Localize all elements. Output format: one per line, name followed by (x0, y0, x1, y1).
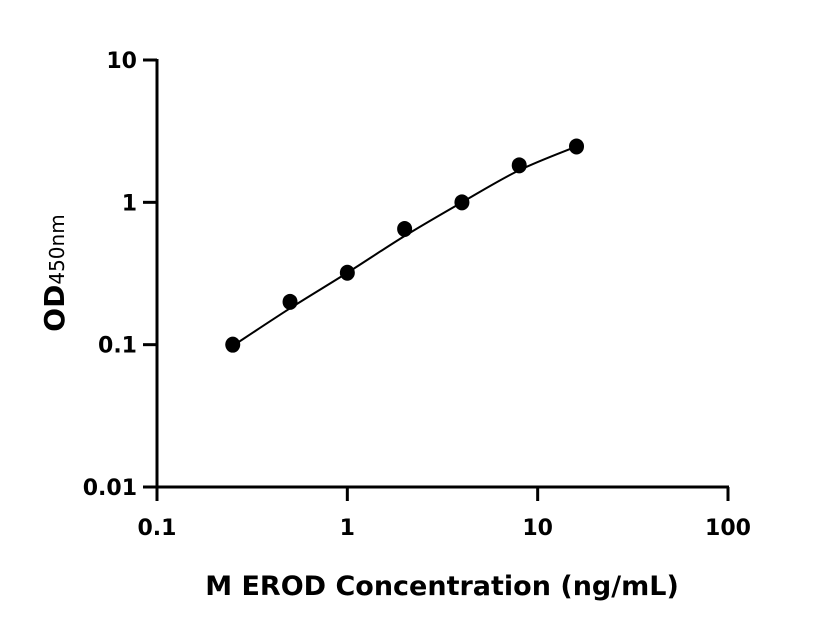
y-tick-label: 10 (106, 49, 137, 74)
x-tick-label: 1 (340, 516, 355, 541)
y-axis-label: OD450nm (38, 214, 71, 331)
y-tick-label: 0.1 (98, 334, 137, 359)
y-tick-label: 0.01 (83, 476, 137, 501)
fit-curve (232, 145, 577, 347)
data-point (569, 138, 585, 155)
data-points (225, 138, 585, 353)
data-point (225, 336, 241, 353)
y-axis-label-main: OD (38, 285, 71, 332)
data-point (282, 293, 298, 310)
x-tick-label: 10 (522, 516, 553, 541)
data-point (339, 264, 355, 281)
data-point (454, 194, 470, 211)
y-axis-label-subscript: 450nm (45, 214, 69, 284)
data-point (511, 157, 527, 174)
y-tick-label: 1 (122, 191, 137, 216)
x-tick-label: 100 (705, 516, 751, 541)
data-point (397, 220, 413, 237)
x-axis-label: M EROD Concentration (ng/mL) (205, 571, 679, 602)
x-tick-label: 0.1 (138, 516, 177, 541)
